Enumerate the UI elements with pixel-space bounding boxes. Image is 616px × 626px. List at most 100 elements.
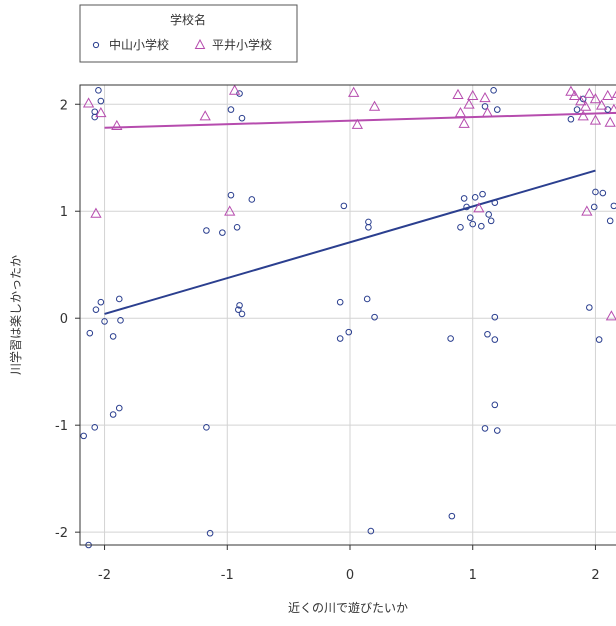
point-circle [365,218,372,226]
point-circle [235,306,242,313]
point-triangle [348,86,360,97]
legend: 学校名 中山小学校 平井小学校 [79,4,298,63]
point-triangle [605,310,616,321]
point-circle [91,424,99,431]
point-circle [236,90,243,97]
point-triangle [82,97,95,108]
point-circle [491,199,499,206]
legend-marker-circle [92,41,100,49]
point-circle [610,202,616,210]
point-circle [340,202,348,210]
point-circle [487,217,495,225]
point-circle [115,295,123,303]
fit-line-triangle [104,111,616,129]
point-circle [595,336,603,343]
point-circle [490,87,497,94]
x-tick-label: -2 [98,568,111,583]
point-triangle [575,95,587,106]
point-circle [493,427,501,434]
point-circle [592,188,599,196]
point-circle [463,203,470,211]
point-circle [236,302,243,309]
point-circle [363,295,371,303]
point-circle [457,223,464,231]
y-tick-label: 2 [60,98,68,113]
point-circle [203,424,210,431]
point-circle [466,214,474,221]
point-triangle [595,99,608,110]
point-circle [336,335,344,342]
y-axis-label: 川学習は楽しかったか [8,255,23,375]
legend-marker-triangle [194,38,206,49]
point-circle [117,317,124,324]
point-circle [481,425,489,432]
point-triangle [458,117,470,128]
point-circle [203,227,210,234]
x-tick-label: 2 [591,568,599,583]
y-axis: -2 -1 0 1 2 [55,98,80,541]
point-circle [469,220,477,228]
point-triangle [589,114,602,125]
point-circle [91,108,99,116]
point-circle [95,87,102,94]
point-circle [238,310,246,318]
point-triangle [90,207,102,218]
fit-lines [104,111,616,315]
point-circle [336,298,344,306]
fit-line-circle [104,169,596,315]
point-circle [491,401,499,409]
point-triangle [481,106,494,118]
point-circle [586,304,593,311]
point-circle [493,106,501,113]
data-points [80,84,616,549]
plot-border [79,84,616,546]
point-triangle [579,100,592,111]
point-circle [491,336,499,343]
point-circle [367,527,375,535]
point-circle [86,329,94,337]
point-triangle [581,205,593,216]
legend-entry-hirai: 平井小学校 [212,37,272,52]
point-circle [227,106,235,113]
point-circle [599,189,607,197]
point-circle [101,318,108,325]
legend-box [79,4,298,63]
point-circle [491,313,499,321]
point-triangle [467,89,479,101]
point-circle [206,529,214,537]
x-axis-label: 近くの川で遊びたいか [288,600,408,615]
point-circle [590,203,598,211]
point-circle [345,328,353,336]
x-tick-label: 1 [469,568,477,583]
y-tick-label: 0 [60,312,68,327]
point-circle [479,190,486,198]
point-circle [567,115,575,123]
point-triangle [463,98,475,109]
point-triangle [111,119,123,130]
point-triangle [224,205,236,216]
y-tick-label: 1 [60,205,68,220]
point-triangle [602,89,614,101]
point-triangle [577,110,589,121]
point-circle [238,114,246,122]
y-tick-label: -2 [55,526,68,541]
point-circle [248,196,256,203]
point-triangle [611,90,616,98]
grid [80,85,616,545]
point-circle [579,95,587,103]
point-circle [92,306,100,313]
y-tick-label: -1 [55,419,68,434]
point-circle [109,411,117,418]
point-triangle [454,106,467,118]
point-circle [460,195,468,202]
x-axis: -2 -1 0 1 2 [98,545,600,583]
point-circle [371,313,378,321]
x-tick-label: -1 [221,568,234,583]
point-circle [471,194,479,201]
point-triangle [368,100,381,111]
point-triangle [473,202,485,213]
legend-title: 学校名 [170,12,206,27]
point-triangle [199,110,211,121]
point-circle [481,103,489,110]
point-circle [478,222,485,230]
